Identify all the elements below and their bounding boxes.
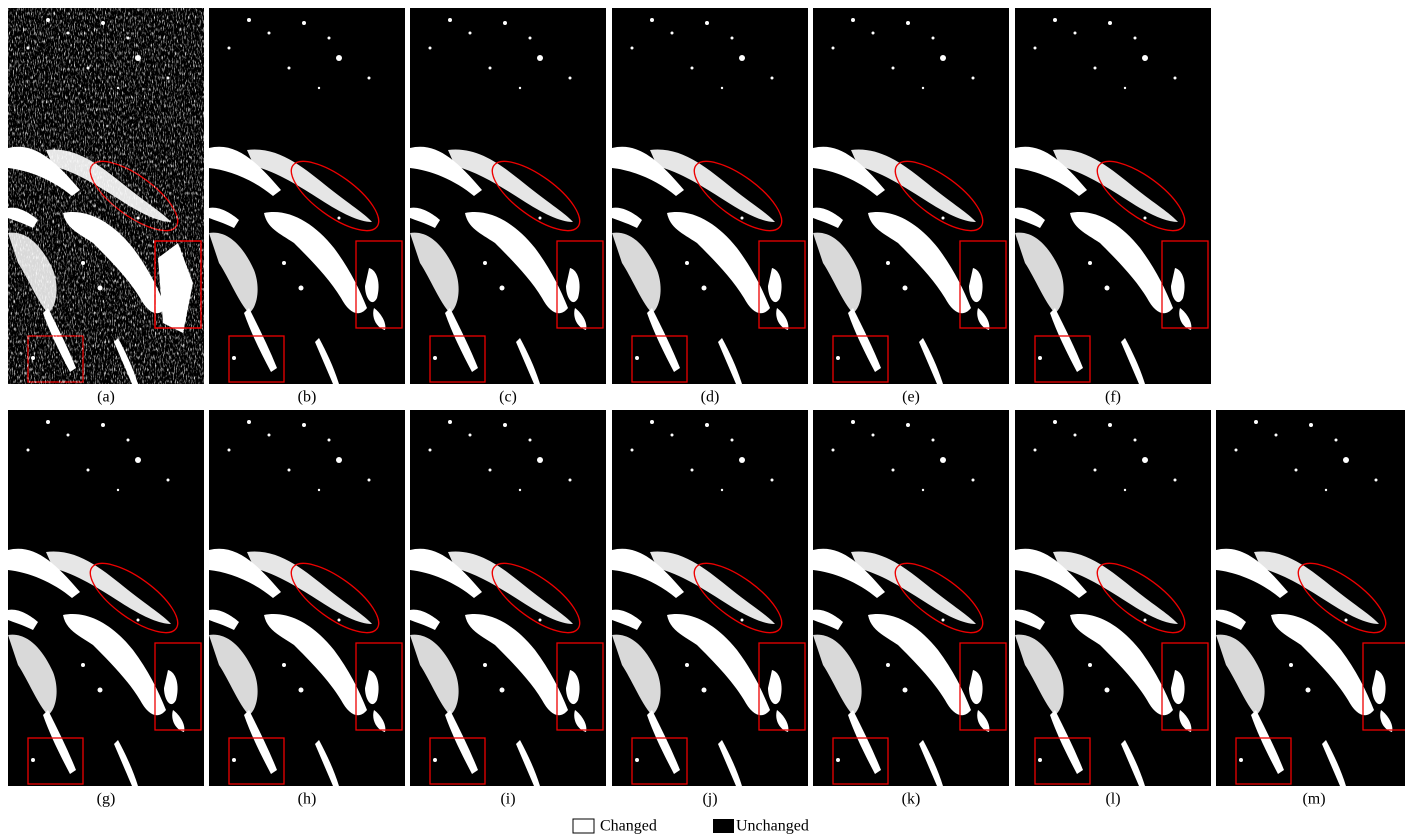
panel-caption: (e) — [902, 389, 920, 406]
panel: (g) — [8, 410, 204, 808]
panel-caption: (i) — [500, 791, 515, 808]
change-map — [410, 410, 606, 786]
panel: (b) — [209, 8, 405, 406]
change-map — [1015, 8, 1211, 384]
panel: (l) — [1015, 410, 1211, 808]
figure: Changed Unchanged (a) (b) (c) (d) (e) (f) (g) (… — [0, 0, 1405, 839]
change-map — [410, 8, 606, 384]
panel: (h) — [209, 410, 405, 808]
panel-caption: (k) — [902, 791, 921, 808]
panel: (j) — [612, 410, 808, 808]
legend-label: Changed — [600, 818, 657, 835]
change-map — [209, 410, 405, 786]
panel: (d) — [612, 8, 808, 406]
change-map — [813, 410, 1009, 786]
page: Changed Unchanged (a) (b) (c) (d) (e) (f) (g) (… — [0, 0, 1405, 839]
legend-label: Unchanged — [736, 818, 809, 835]
panel-caption: (d) — [701, 389, 720, 406]
panel: (c) — [410, 8, 606, 406]
panel-caption: (c) — [499, 389, 517, 406]
legend-swatch-changed — [573, 819, 594, 833]
legend-swatch-unchanged — [713, 819, 734, 833]
panel: (f) — [1015, 8, 1211, 406]
legend: Changed Unchanged — [573, 818, 809, 835]
panel: (e) — [813, 8, 1009, 406]
change-map — [612, 8, 808, 384]
panel-caption: (g) — [97, 791, 116, 808]
panel-caption: (j) — [702, 791, 717, 808]
panel: (a) — [8, 8, 204, 406]
panel-caption: (f) — [1105, 389, 1121, 406]
change-map — [8, 410, 204, 786]
panel: (k) — [813, 410, 1009, 808]
panel-caption: (b) — [298, 389, 317, 406]
panel: (m) — [1216, 410, 1405, 808]
change-map — [813, 8, 1009, 384]
panel-caption: (l) — [1105, 791, 1120, 808]
change-map — [1216, 410, 1405, 786]
change-map — [209, 8, 405, 384]
change-map — [612, 410, 808, 786]
panel-caption: (m) — [1302, 791, 1325, 808]
panel: (i) — [410, 410, 606, 808]
panel-caption: (h) — [298, 791, 317, 808]
change-map — [1015, 410, 1211, 786]
panel-caption: (a) — [97, 389, 115, 406]
